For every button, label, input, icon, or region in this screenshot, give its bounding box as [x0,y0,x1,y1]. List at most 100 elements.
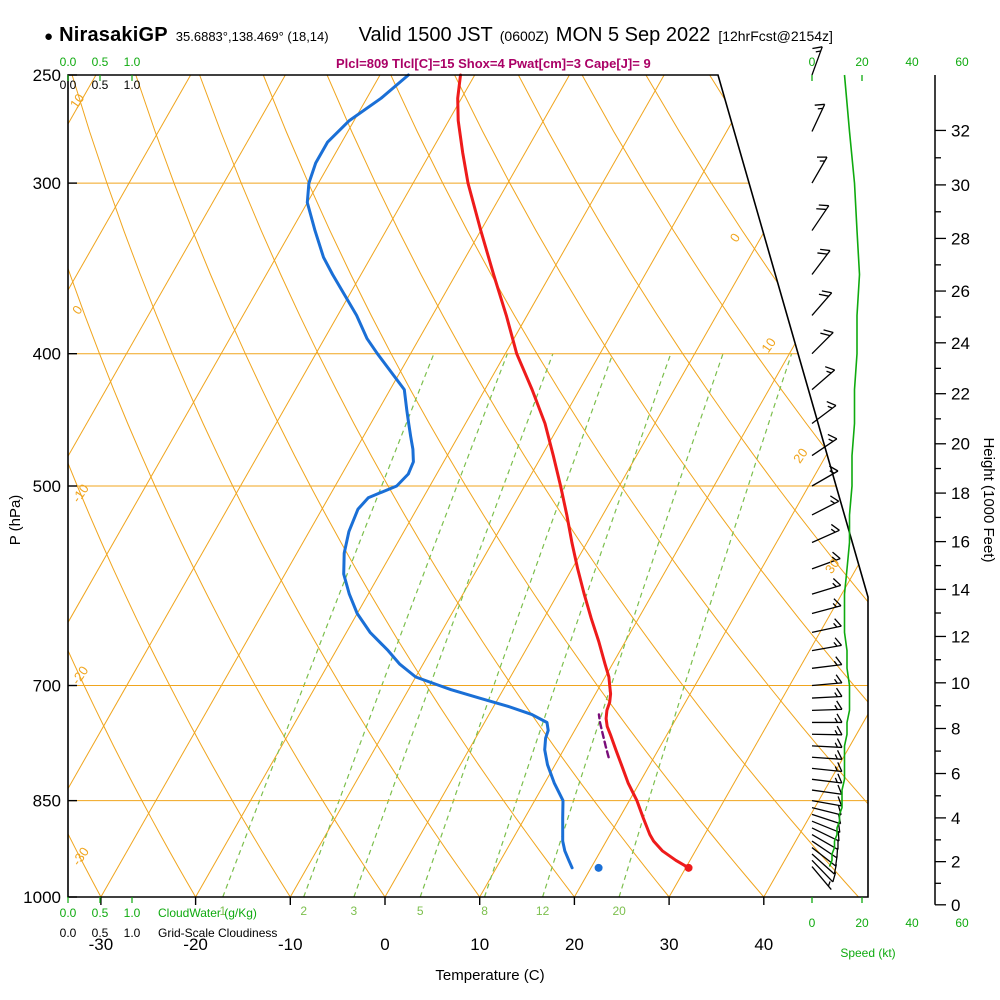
height-tick-label: 22 [951,385,970,404]
height-tick-label: 26 [951,282,970,301]
cloudwater-tick-top: 1.0 [124,55,141,69]
speed-tick-label-bottom: 0 [809,916,816,930]
valid-date: MON 5 Sep 2022 [555,24,711,46]
pressure-tick-label: 300 [33,174,61,193]
pressure-axis: 250 300 400 500 700 850 1000 P (hPa) [7,66,77,907]
temperature-curve [456,73,691,870]
pressure-gridlines [68,182,868,802]
cloudwater-tick-bottom: 0.0 [60,906,77,920]
adiabat-edge-labels: 10 0 -10 -20 -30 [67,91,92,868]
mixing-ratio-label: 3 [351,904,358,918]
dewpoint-curve [305,73,574,870]
temperature-tick-label: -20 [183,935,208,954]
mixing-ratio-label: 12 [536,904,550,918]
temperature-tick-label: 20 [565,935,584,954]
cloudwater-label: CloudWater (g/Kg) [158,906,257,920]
cloudiness-tick-bottom: 1.0 [124,926,141,940]
mixing-ratio-label: 1 [219,904,226,918]
pressure-tick-label: 1000 [23,888,61,907]
surface-temperature-dot [684,863,693,872]
cloudiness-tick-top: 0.0 [60,78,77,92]
speed-tick-label-top: 0 [809,55,816,69]
adiabat-label: -20 [68,663,91,687]
temperature-axis: -30 -20 -10 0 10 20 30 40 Temperature (C) [89,897,773,984]
height-tick-label: 20 [951,435,970,454]
mixing-ratio-label: 20 [612,904,626,918]
pressure-tick-label: 850 [33,792,61,811]
mixing-ratio-label: 2 [300,904,307,918]
cloudwater-tick-top: 0.0 [60,55,77,69]
station-dot-icon: ● [44,28,54,45]
cloudwater-tick-bottom: 1.0 [124,906,141,920]
adiabat-label: 0 [69,303,85,318]
height-tick-label: 10 [951,674,970,693]
cloudiness-label: Grid-Scale Cloudiness [158,926,277,940]
temperature-tick-label: -30 [89,935,114,954]
pressure-tick-label: 250 [33,66,61,85]
temperature-tick-label: -10 [278,935,303,954]
isotherm-label: 10 [758,335,779,355]
valid-time: Valid 1500 JST [358,24,493,46]
valid-time-utc: (0600Z) [499,28,549,44]
height-tick-label: 16 [951,533,970,552]
speed-tick-label-top: 20 [855,55,869,69]
isotherm-edge-labels: 0 10 20 30 [727,230,843,576]
speed-tick-label-top: 60 [955,55,969,69]
cloudiness-tick-top: 1.0 [124,78,141,92]
wind-speed-profile [828,74,861,867]
height-tick-label: 6 [951,764,960,783]
isotherm-label: 0 [727,230,743,245]
pressure-tick-label: 500 [33,477,61,496]
height-tick-label: 30 [951,176,970,195]
pressure-tick-label: 400 [33,345,61,364]
height-axis-title: Height (1000 Feet) [980,437,997,562]
adiabat-label: -10 [69,481,92,505]
cloudwater-tick-top: 0.5 [92,55,109,69]
surface-dewpoint-dot [594,863,603,872]
plot-border [67,74,869,898]
mixing-ratio-labels: 1 2 3 5 8 12 20 [219,904,626,918]
temperature-tick-label: 0 [380,935,389,954]
cloudiness-tick-bottom: 0.5 [92,926,109,940]
cloudiness-tick-top: 0.5 [92,78,109,92]
height-tick-label: 0 [951,896,960,915]
adiabat-label: 10 [67,91,88,111]
height-tick-label: 18 [951,484,970,503]
cloudwater-tick-bottom: 0.5 [92,906,109,920]
temperature-tick-label: 10 [470,935,489,954]
mixing-ratio-lines [222,353,793,897]
stability-indices: Plcl=809 Tlcl[C]=15 Shox=4 Pwat[cm]=3 Ca… [336,56,651,71]
mixing-ratio-label: 8 [481,904,488,918]
mixing-ratio-label: 5 [417,904,424,918]
temperature-tick-label: 30 [660,935,679,954]
speed-tick-label-bottom: 40 [905,916,919,930]
chart-header: ● NirasakiGP 35.6883°,138.469° (18,14) V… [44,24,833,47]
height-tick-label: 14 [951,580,970,599]
cloudiness-tick-bottom: 0.0 [60,926,77,940]
isotherm-label: 20 [790,445,811,465]
pressure-tick-label: 700 [33,676,61,695]
wind-barbs [811,46,843,890]
station-coordinates: 35.6883°,138.469° (18,14) [175,29,329,44]
height-tick-label: 4 [951,809,960,828]
speed-tick-label-top: 40 [905,55,919,69]
height-tick-label: 2 [951,853,960,872]
parcel-path-segment [597,713,610,759]
station-name: NirasakiGP [59,24,168,46]
speed-tick-label-bottom: 60 [955,916,969,930]
temperature-axis-title: Temperature (C) [435,967,544,984]
temperature-tick-label: 40 [754,935,773,954]
speed-axis-title: Speed (kt) [840,946,895,960]
height-tick-label: 12 [951,627,970,646]
height-tick-label: 28 [951,229,970,248]
height-tick-label: 24 [951,334,970,353]
forecast-tag: [12hrFcst@2154z] [718,28,833,44]
isotherm-label: 30 [822,556,843,576]
adiabat-label: -30 [69,844,92,868]
cloud-scales: 0.0 0.0 0.0 0.0 0.5 0.5 0.5 0.5 1.0 1.0 1.0 1.0 Clou… [60,55,278,940]
height-tick-label: 8 [951,719,960,738]
